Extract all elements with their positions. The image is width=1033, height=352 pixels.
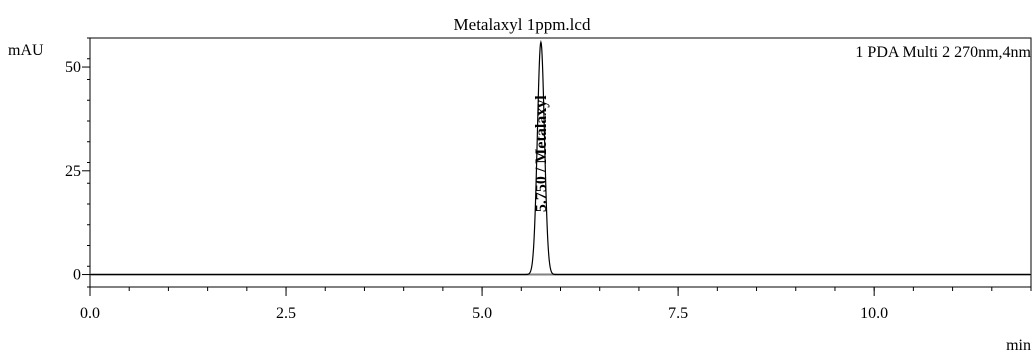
x-tick-label: 5.0: [472, 305, 492, 322]
x-axis-label: min: [1006, 337, 1031, 352]
y-tick-label: 0: [73, 267, 81, 284]
plot-area: 0 25 50 0.0 2.5 5.0 7.5 10.0 5.750 / Metalaxyl: [65, 37, 1032, 322]
chromatogram-trace: [90, 39, 1031, 276]
x-tick-label: 2.5: [276, 305, 296, 322]
channel-label: 1 PDA Multi 2 270nm,4nm: [855, 44, 1031, 61]
x-tick-label: 10.0: [860, 305, 888, 322]
x-tick-label: 0.0: [80, 305, 100, 322]
chart-title: Metalaxyl 1ppm.lcd: [454, 15, 591, 34]
y-tick-label: 25: [65, 163, 81, 180]
y-tick-label: 50: [65, 59, 81, 76]
y-axis-label: mAU: [8, 42, 44, 59]
plot-frame: [89, 37, 1032, 288]
x-tick-label: 7.5: [668, 305, 688, 322]
peak-label: 5.750 / Metalaxyl: [533, 95, 550, 212]
